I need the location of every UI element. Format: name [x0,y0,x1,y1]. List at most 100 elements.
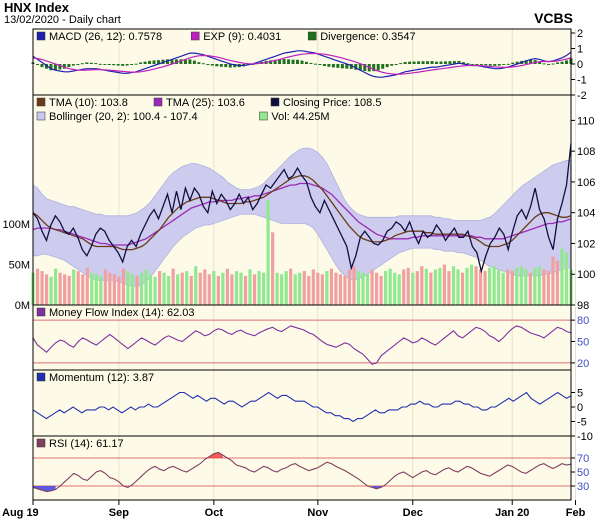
divergence-bar [98,63,102,65]
volume-bar [35,268,40,305]
volume-bar [58,272,62,305]
divergence-bar [219,64,223,67]
volume-bar [266,200,270,305]
volume-bar [261,272,266,305]
panel-background [33,305,571,370]
divergence-bar [417,61,421,64]
divergence-bar [170,59,174,64]
volume-bar [148,274,153,305]
volume-bar [546,271,550,305]
divergence-bar [385,64,389,68]
divergence-bar [538,61,542,64]
chart-title: HNX Index [4,0,70,15]
divergence-bar [452,61,456,64]
divergence-bar [408,61,412,64]
volume-bar [63,274,67,305]
legend-label: EXP (9): 0.4031 [203,31,281,43]
y-tick-label: 0 [577,59,583,71]
volume-bar [221,272,225,305]
y-tick-label: 20 [577,358,589,370]
x-tick-label: Dec [403,507,423,519]
x-tick-label: Sep [109,507,129,519]
volume-bar [415,271,419,305]
divergence-bar [511,62,515,64]
volume-bar [384,271,388,305]
y-tick-label: -2 [577,90,587,102]
y-tick-label: 98 [577,300,589,312]
divergence-bar [354,64,358,70]
legend-swatch [270,97,280,107]
volume-bar [130,274,135,305]
divergence-bar [426,61,430,64]
volume-bar [533,267,537,305]
volume-bar [420,266,424,305]
volume-bar [325,271,329,305]
legend-swatch [190,31,200,41]
brand-label: VCBS [534,10,573,26]
volume-bar [203,269,207,305]
volume-bar [112,274,116,305]
divergence-bar [287,59,291,64]
divergence-bar [224,64,228,68]
y-tick-label: 5 [577,388,583,400]
volume-bar [497,269,501,305]
y-tick-label: -5 [577,417,587,429]
volume-bar [334,272,338,305]
legend-label: Bollinger (20, 2): 100.4 - 107.4 [49,111,198,123]
volume-bar [347,269,352,305]
legend-swatch [36,307,46,317]
divergence-bar [322,64,326,67]
volume-bar [85,267,89,305]
momentum-line [32,391,572,423]
volume-bar [81,274,85,305]
y-tick-label: 2 [577,28,583,40]
volume-bar [225,268,230,305]
legend-label: TMA (25): 103.6 [166,97,245,109]
volume-bar [451,266,456,305]
divergence-bar [174,59,178,64]
x-tick-label: Jan 20 [495,507,529,519]
volume-bar [329,268,333,305]
divergence-bar [67,64,71,68]
volume-bar [72,269,76,305]
volume-bar [429,272,433,305]
volume-bar [564,252,569,305]
y-tick-label: 1 [577,44,583,56]
y-tick-label: 106 [577,177,595,189]
divergence-bar [363,64,367,71]
legend-label: MACD (26, 12): 0.7578 [49,31,162,43]
divergence-bar [89,62,93,64]
x-tick-label: Oct [205,507,224,519]
volume-bar [212,271,216,305]
divergence-bar [457,60,461,64]
volume-bar [338,274,343,305]
tma25-line [32,182,572,246]
divergence-bar [488,64,492,66]
divergence-bar [116,64,120,66]
divergence-bar [62,64,66,69]
divergence-bar [278,59,282,64]
volume-bar [397,274,401,305]
volume-bar [370,269,374,305]
volume-bar [280,274,284,305]
volume-bar [361,272,365,305]
volume-bar [542,269,546,305]
volume-bar [275,272,279,305]
divergence-bar [80,63,84,65]
divergence-bar [201,63,205,65]
divergence-bar [94,63,98,65]
volume-bar [289,268,293,305]
legend-swatch [36,31,46,41]
divergence-bar [340,64,344,69]
divergence-bar [233,64,237,68]
volume-bar [555,260,560,305]
volume-bar [352,266,356,305]
volume-bar [185,271,189,305]
volume-bar [207,274,211,305]
volume-bar [248,269,252,305]
volume-bar [293,274,297,305]
divergence-bar [143,61,147,64]
volume-bar [54,268,58,305]
volume-bar [126,271,130,305]
divergence-bar [152,60,156,64]
